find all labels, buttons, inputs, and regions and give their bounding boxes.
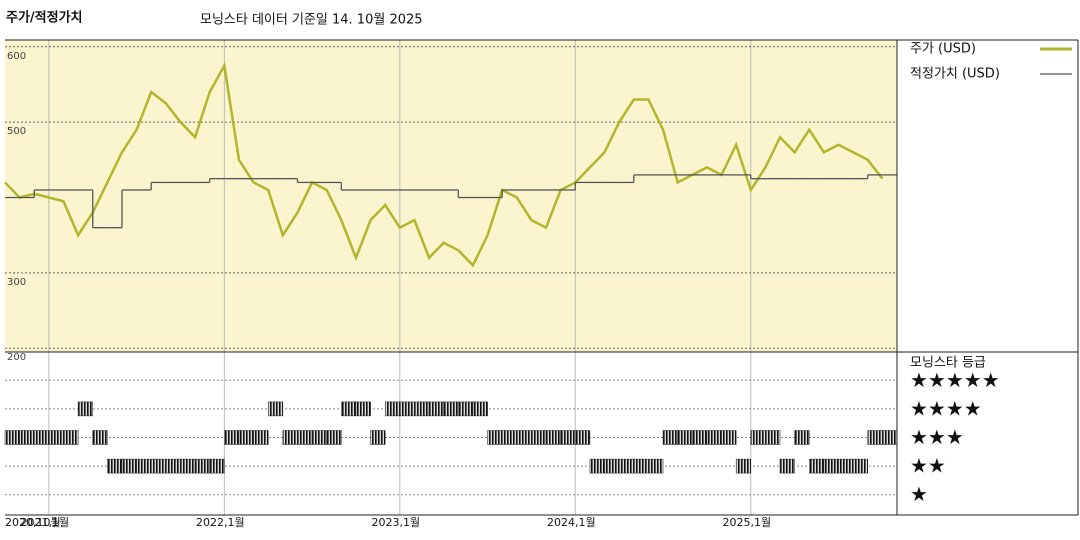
y-tick-label: 500 <box>7 126 26 137</box>
rating-bar <box>867 430 883 445</box>
y-tick-label: 200 <box>7 352 26 363</box>
rating-label: ★★★★ <box>910 396 982 420</box>
rating-bar <box>458 401 474 417</box>
rating-bar <box>692 430 708 445</box>
rating-bar <box>501 430 518 445</box>
rating-label: ★★★★★ <box>910 368 1000 392</box>
legend-label: 주가 (USD) <box>910 42 976 57</box>
rating-bar <box>77 401 93 417</box>
rating-bar <box>209 458 225 474</box>
x-tick-label: 2021,1월 <box>21 516 70 529</box>
price-panel <box>5 40 897 352</box>
rating-bar <box>63 430 79 445</box>
rating-bar <box>852 458 869 474</box>
rating-bar <box>384 401 401 417</box>
rating-label: ★★★ <box>910 425 964 449</box>
rating-bar <box>297 430 313 445</box>
rating-bar <box>735 458 752 474</box>
rating-bar <box>575 430 591 445</box>
rating-bar <box>838 458 854 474</box>
x-tick-label: 2020,10월 <box>5 516 61 529</box>
rating-bar <box>194 458 210 474</box>
rating-bar <box>48 430 64 445</box>
rating-bar <box>33 430 50 445</box>
rating-bar <box>180 458 196 474</box>
legend-panel <box>897 40 1078 515</box>
rating-bar <box>121 458 137 474</box>
rating-bar <box>341 401 357 417</box>
rating-bar <box>823 458 839 474</box>
rating-bar <box>282 430 298 445</box>
rating-panel <box>5 352 897 515</box>
rating-bar <box>224 430 240 445</box>
rating-bar <box>326 430 342 445</box>
y-tick-label: 600 <box>7 51 26 62</box>
rating-bar <box>487 430 503 445</box>
rating-bar <box>370 430 386 445</box>
rating-bar <box>779 458 795 474</box>
price-line <box>4 61 884 268</box>
rating-bar <box>809 458 825 474</box>
rating-bar <box>677 430 693 445</box>
chart-subtitle: 모닝스타 데이터 기준일 14. 10월 2025 <box>200 13 423 28</box>
rating-bar <box>150 458 167 474</box>
rating-bar <box>428 401 444 417</box>
rating-bar <box>267 401 284 417</box>
rating-bar <box>589 458 605 474</box>
rating-label: ★★ <box>910 454 946 478</box>
legend-label: 모닝스타 등급 <box>910 356 986 371</box>
rating-bar <box>706 430 722 445</box>
rating-bar <box>311 430 327 445</box>
rating-bar <box>165 458 181 474</box>
rating-bar <box>472 401 488 417</box>
rating-bar <box>253 430 269 445</box>
rating-bar <box>882 430 898 445</box>
rating-bar <box>648 458 664 474</box>
rating-bar <box>443 401 459 417</box>
rating-bar <box>794 430 810 445</box>
rating-bar <box>545 430 561 445</box>
rating-label: ★ <box>910 482 928 506</box>
x-tick-label: 2025,1월 <box>722 516 771 529</box>
rating-bar <box>238 430 254 445</box>
rating-bar <box>355 401 371 417</box>
rating-bar <box>633 458 649 474</box>
x-tick-label: 2023,1월 <box>372 516 421 529</box>
rating-bar <box>618 458 635 474</box>
rating-bar <box>107 458 123 474</box>
rating-bar <box>19 430 35 445</box>
x-tick-label: 2024,1월 <box>547 516 596 529</box>
rating-bar <box>414 401 430 417</box>
rating-bar <box>560 430 576 445</box>
rating-bar <box>604 458 620 474</box>
rating-bar <box>531 430 547 445</box>
rating-bar <box>765 430 781 445</box>
rating-bar <box>721 430 737 445</box>
rating-bar <box>662 430 678 445</box>
x-tick-label: 2022,1월 <box>196 516 245 529</box>
rating-bar <box>136 458 152 474</box>
rating-bar <box>399 401 415 417</box>
rating-bar <box>92 430 108 445</box>
rating-bar <box>516 430 532 445</box>
rating-bar <box>4 430 20 445</box>
y-tick-label: 300 <box>7 277 26 288</box>
chart-title: 주가/적정가치 <box>6 10 83 26</box>
rating-bar <box>750 430 766 445</box>
legend-label: 적정가치 (USD) <box>910 67 1000 82</box>
